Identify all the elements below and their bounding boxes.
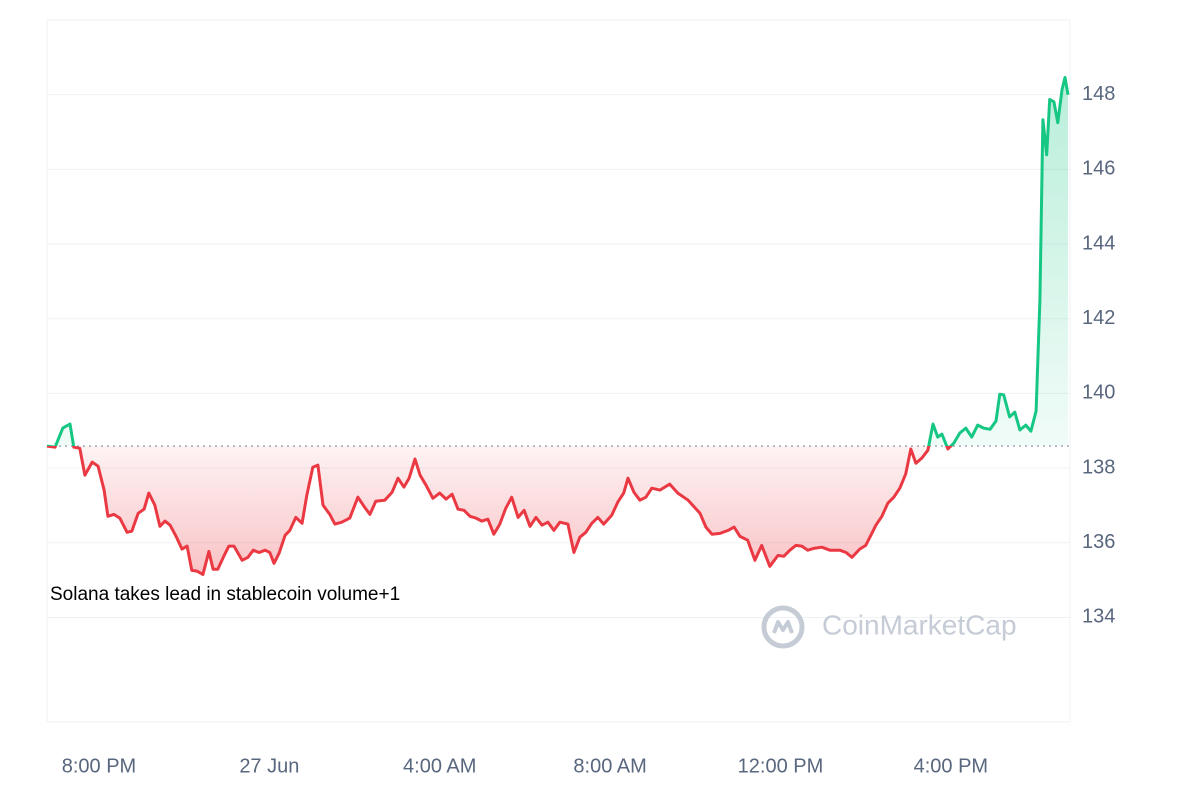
labels: 134 136 138 140 142 144 146 148 8:00 PM 27 Jun 4:0… [62,83,1116,777]
y-tick-label: 142 [1082,307,1115,329]
x-tick-label: 12:00 PM [738,755,824,777]
marks [46,76,1070,576]
y-tick-label: 134 [1082,606,1115,628]
annotation: Solana takes lead in stablecoin volume+1 [50,584,400,605]
y-tick-label: 144 [1082,232,1115,254]
x-tick-label: 4:00 AM [403,755,476,777]
watermark: CoinMarketCap [822,609,1017,640]
x-tick-label: 27 Jun [239,755,299,777]
y-tick-label: 136 [1082,531,1115,553]
y-tick-label: 146 [1082,158,1115,180]
y-tick-label: 148 [1082,83,1115,105]
x-tick-label: 8:00 AM [573,755,646,777]
price-area [47,77,1068,575]
plot-frame [46,19,1071,723]
x-tick-label: 4:00 PM [914,755,988,777]
x-tick-label: 8:00 PM [62,755,136,777]
price-line [46,76,1070,576]
y-tick-label: 138 [1082,456,1115,478]
y-tick-label: 140 [1082,382,1115,404]
watermark-logo [761,605,805,649]
